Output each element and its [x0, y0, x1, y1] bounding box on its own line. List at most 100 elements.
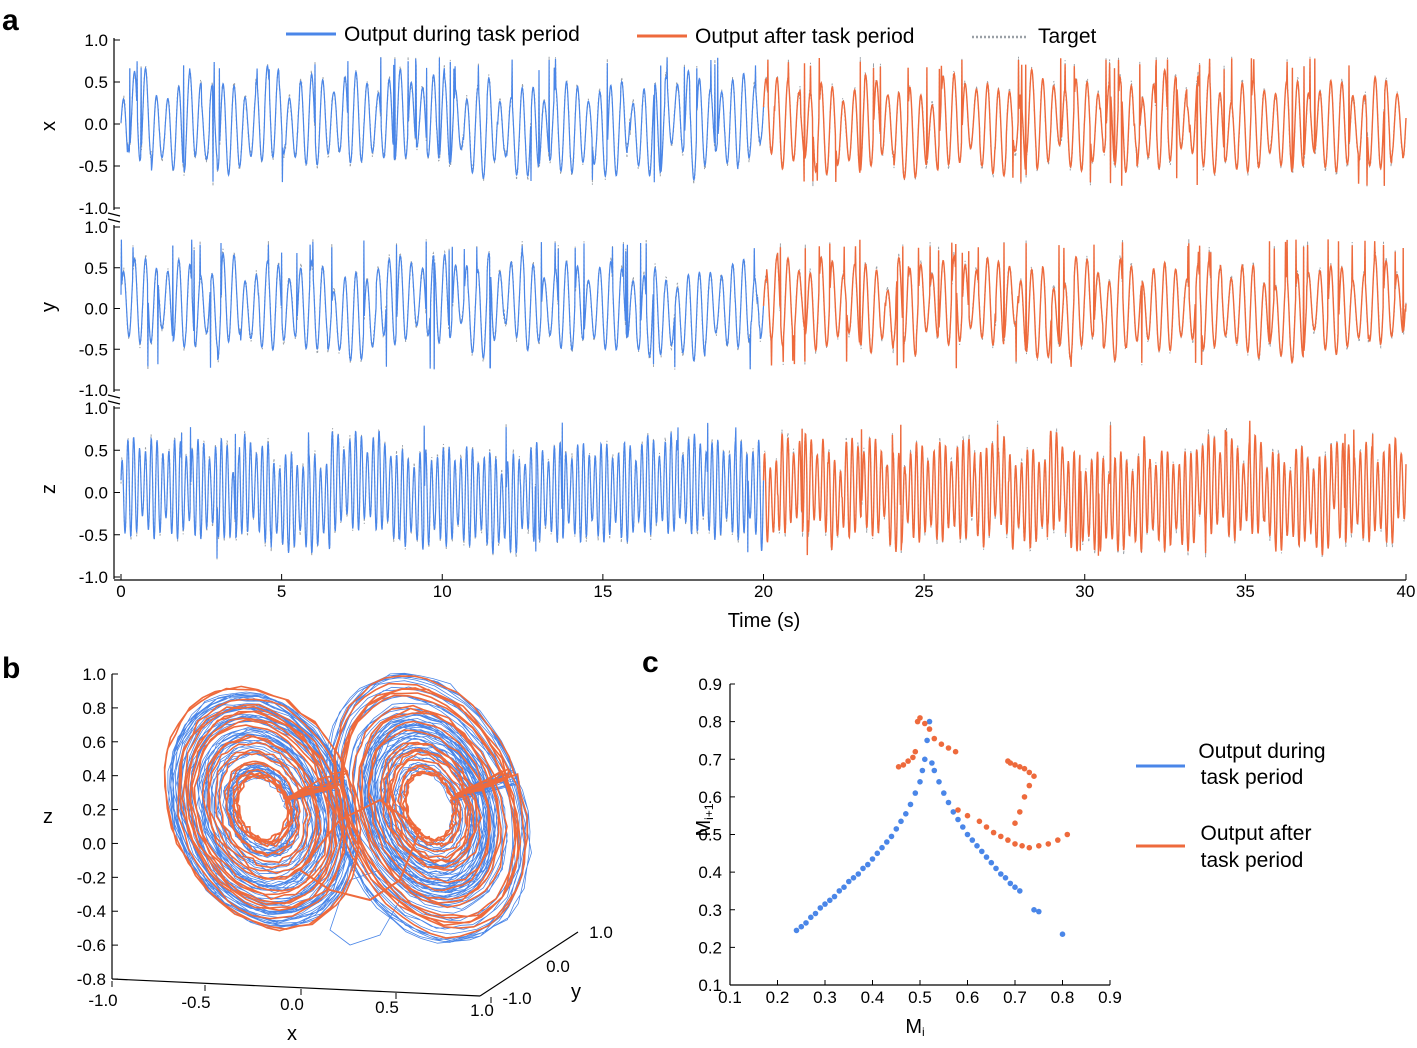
panel-a-axis-break: [107, 212, 121, 217]
panel-c-xtick-label: 0.1: [718, 988, 742, 1007]
panel-c-point-during: [817, 905, 824, 911]
panel-c-point-after: [955, 807, 961, 813]
panel-a-xtick-label: 35: [1236, 582, 1255, 601]
panel-c-point-during: [1031, 907, 1037, 913]
panel-c-ytick-label: 0.3: [698, 901, 722, 920]
panel-c-ytick-label: 0.8: [698, 713, 722, 732]
panel-a-ytick-label: 0.0: [84, 484, 108, 503]
panel-b-ztick-label: -0.6: [77, 936, 106, 955]
panel-c-point-during: [822, 901, 828, 907]
panel-c-point-after: [905, 758, 911, 764]
panel-a-during-line-y: [120, 239, 765, 370]
panel-a-ytick-label: -0.5: [79, 157, 108, 176]
panel-b-ytick-label: 1.0: [589, 923, 613, 942]
panel-c-xtick-label: 0.9: [1098, 988, 1122, 1007]
panel-c-point-after: [895, 764, 902, 770]
panel-c-ytick-label: 0.7: [698, 750, 722, 769]
panel-c-point-during: [922, 756, 928, 763]
panel-c-point-during: [926, 718, 933, 725]
panel-a-ytick-label: -1.0: [79, 381, 108, 400]
panel-a-xtick-label: 25: [915, 582, 934, 601]
panel-c-point-during: [831, 893, 838, 900]
panel-c-point-after: [1064, 831, 1071, 838]
panel-c-point-during: [988, 859, 995, 866]
legend-c-label-during-2: task period: [1201, 766, 1304, 789]
legend-label-after: Output after task period: [695, 25, 914, 48]
panel-c-point-after: [1012, 841, 1018, 847]
panel-b-after-right-lobe: [333, 675, 529, 939]
panel-c-xtick-label: 0.3: [813, 988, 837, 1007]
panel-c-point-after: [952, 748, 959, 755]
panel-a-ytick-label: -0.5: [79, 340, 108, 359]
panel-c-point-during: [1002, 875, 1009, 881]
panel-c-point-during: [1036, 908, 1042, 915]
panel-a-xlabel: Time (s): [728, 610, 801, 632]
panel-c-point-after: [938, 741, 945, 747]
panel-c-point-during: [998, 871, 1004, 877]
panel-a-ylabel-x: x: [38, 121, 60, 131]
panel-label-c: c: [642, 646, 659, 679]
panel-c-point-during: [931, 767, 938, 774]
panel-c-point-after: [1021, 794, 1028, 800]
panel-a-xtick-label: 15: [593, 582, 612, 601]
panel-b-xtick-label: -1.0: [88, 991, 117, 1010]
panel-c-return-map: 0.1 0.2 0.3 0.4 0.5 0.6 0.7 0.8 0.9 0.9 0.8 0.7 0.6 0…: [698, 675, 1121, 1007]
panel-c-point-after: [1036, 843, 1042, 849]
panel-a-ytick-label: 0.5: [84, 441, 108, 460]
panel-a-xtick-label: 30: [1075, 582, 1094, 601]
legend-label-target: Target: [1038, 25, 1097, 48]
panel-c-point-after: [922, 720, 928, 727]
panel-c-point-during: [993, 865, 999, 872]
panel-a-ytick-label: 0.5: [84, 73, 108, 92]
panel-a-ytick-label: 1.0: [84, 399, 108, 418]
panel-c-point-during: [808, 914, 814, 921]
panel-c-point-after: [1021, 765, 1028, 772]
panel-a-ytick-label: -1.0: [79, 568, 108, 587]
panel-b-ztick-label: -0.8: [77, 970, 106, 989]
panel-a-xtick-label: 10: [433, 582, 452, 601]
panel-c-point-after: [945, 745, 952, 751]
panel-c-point-during: [798, 923, 805, 930]
panel-c-point-during: [1012, 884, 1018, 890]
legend-c-label-during-1: Output during: [1198, 740, 1325, 763]
panel-c-point-after: [1019, 843, 1025, 849]
panel-c-point-during: [974, 843, 980, 849]
panel-b-ylabel: y: [571, 981, 581, 1003]
panel-b-ytick-label: 0.0: [546, 957, 570, 976]
panel-c-point-during: [983, 854, 990, 860]
panel-b-ytick-label: -1.0: [502, 989, 531, 1008]
panel-c-point-after: [1005, 758, 1011, 764]
panel-b-zlabel: z: [43, 806, 53, 828]
panel-c-point-after: [910, 754, 916, 761]
panel-c-point-during: [941, 790, 947, 796]
panel-a-axis-break: [107, 400, 121, 405]
panel-c-point-after: [900, 762, 907, 768]
legend-label-during: Output during task period: [344, 23, 580, 46]
panel-c-point-during: [803, 920, 809, 926]
panel-b-ztick-label: 1.0: [82, 665, 106, 684]
panel-c-point-after: [990, 829, 997, 836]
panel-c-point-during: [827, 897, 833, 904]
panel-b-attractor: 1.0 0.8 0.6 0.4 0.2 0.0 -0.2 -0.4 -0.6 -0.8 -1.0 -0…: [77, 665, 613, 1020]
panel-a-ytick-label: 1.0: [84, 218, 108, 237]
panel-c-point-during: [979, 848, 985, 855]
legend-a: Output during task period Output after t…: [286, 23, 1097, 48]
panel-c-ytick-label: 0.5: [698, 826, 722, 845]
panel-c-point-during: [850, 875, 857, 881]
legend-c: Output during task period Output after t…: [1136, 740, 1326, 872]
panel-c-point-during: [907, 801, 914, 808]
panel-c-point-after: [1026, 844, 1033, 851]
panel-c-xtick-label: 0.7: [1003, 988, 1027, 1007]
panel-c-point-during: [860, 865, 866, 872]
panel-c-point-during: [898, 818, 904, 825]
panel-b-xaxis: [111, 978, 481, 997]
panel-a-ytick-label: -0.5: [79, 526, 108, 545]
panel-a-xtick-label: 20: [754, 582, 773, 601]
panel-a-axis-break: [107, 218, 121, 223]
panel-b-xtick-label: -0.5: [181, 993, 210, 1012]
panel-a-ytick-label: 0.0: [84, 115, 108, 134]
panel-c-point-after: [1026, 782, 1033, 789]
panel-c-point-after: [1012, 820, 1018, 826]
panel-c-point-during: [919, 767, 926, 774]
